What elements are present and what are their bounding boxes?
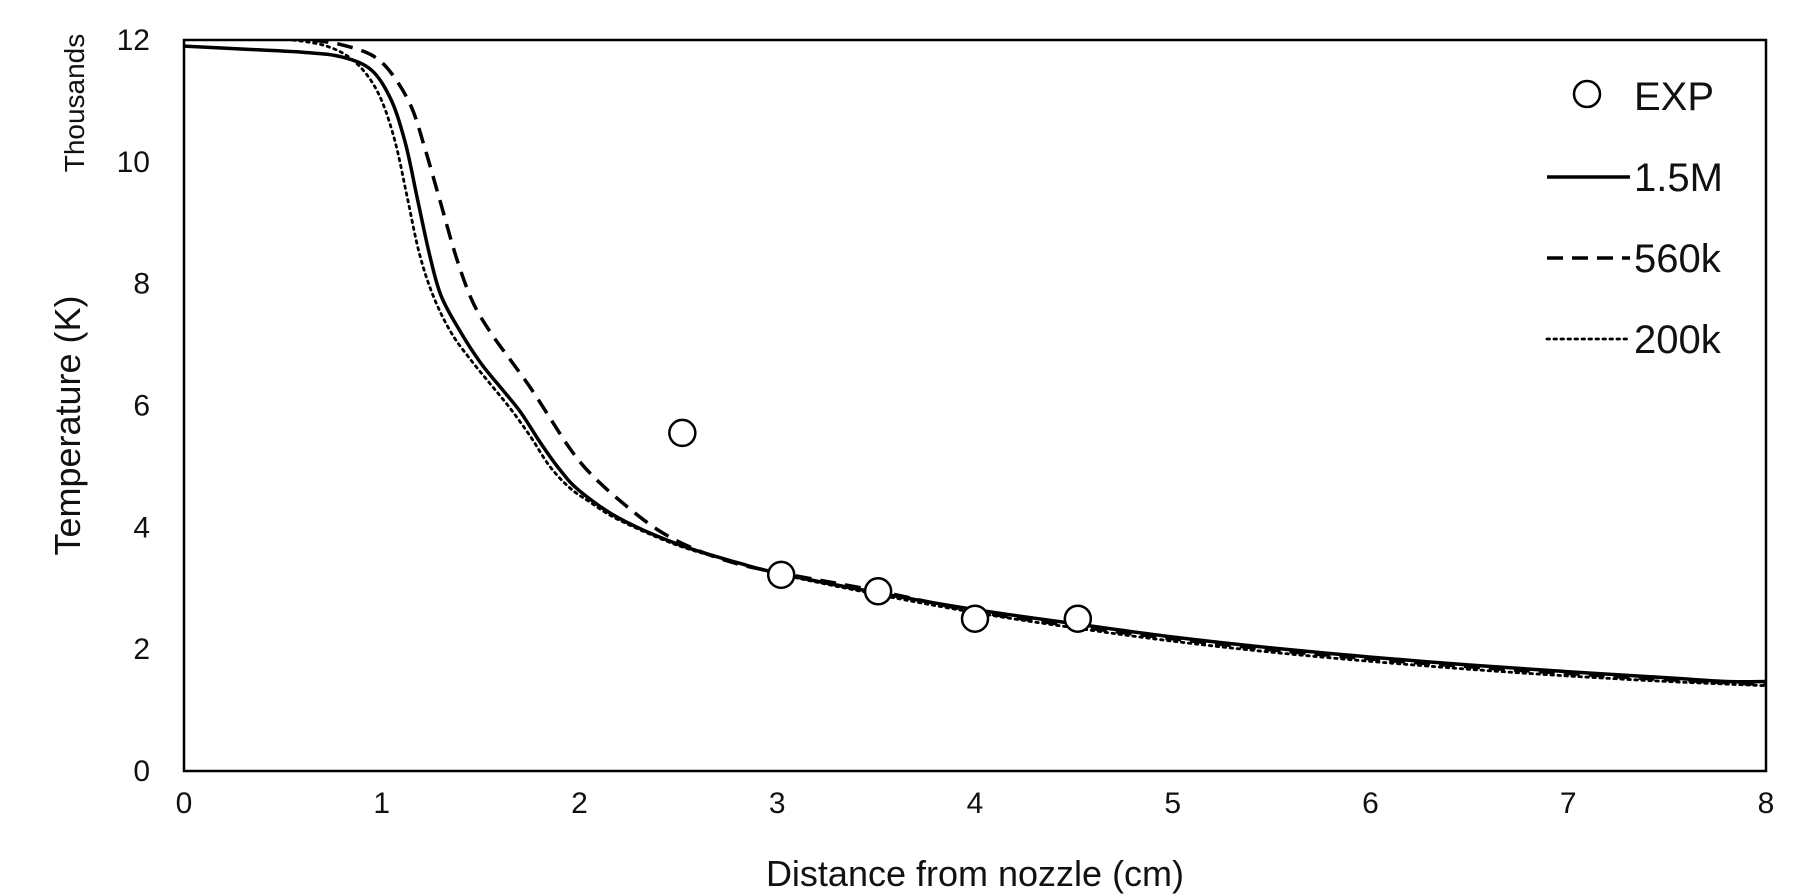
x-tick-label: 4: [967, 787, 984, 820]
series-layer: [184, 40, 1766, 688]
legend-label-200k: 200k: [1634, 318, 1722, 362]
x-tick-label: 6: [1362, 787, 1379, 820]
legend-swatch-exp: [1572, 79, 1602, 109]
y-tick-label: 8: [133, 268, 150, 301]
series-line-1-5m: [184, 44, 1766, 684]
series-line-200k: [291, 40, 1766, 688]
exp-data-point: [960, 604, 990, 633]
y-tick-label: 0: [133, 755, 150, 788]
y-axis-units-label: Thousands: [59, 34, 90, 173]
x-tick-label: 3: [769, 787, 786, 820]
exp-data-point: [668, 418, 697, 448]
y-tick-label: 10: [117, 146, 150, 179]
legend-label-560k: 560k: [1634, 237, 1722, 281]
legend-label-1-5m: 1.5M: [1634, 156, 1723, 200]
y-tick-label: 6: [133, 390, 150, 423]
x-tick-label: 2: [571, 787, 588, 820]
exp-data-point: [863, 577, 893, 606]
x-tick-label: 1: [373, 787, 390, 820]
x-tick-label: 8: [1758, 787, 1775, 820]
exp-data-point: [766, 560, 796, 590]
exp-data-point: [1063, 604, 1093, 633]
x-axis-ticks: 0 1 2 3 4 5 6 7 8: [176, 787, 1775, 820]
y-axis-ticks: 0 2 4 6 8 10 12: [117, 24, 150, 788]
plot-area-frame: [182, 38, 1768, 773]
y-tick-label: 12: [117, 24, 150, 57]
y-tick-label: 2: [133, 633, 150, 666]
y-tick-label: 4: [133, 511, 150, 544]
x-tick-label: 7: [1560, 787, 1577, 820]
x-tick-label: 0: [176, 787, 193, 820]
legend-label-exp: EXP: [1634, 75, 1714, 119]
x-axis-title: Distance from nozzle (cm): [766, 853, 1184, 894]
x-tick-label: 5: [1164, 787, 1181, 820]
legend: EXP 1.5M 560k 200k: [1545, 75, 1723, 362]
series-line-560k: [312, 40, 1766, 687]
y-axis-title: Temperature (K): [47, 295, 88, 555]
